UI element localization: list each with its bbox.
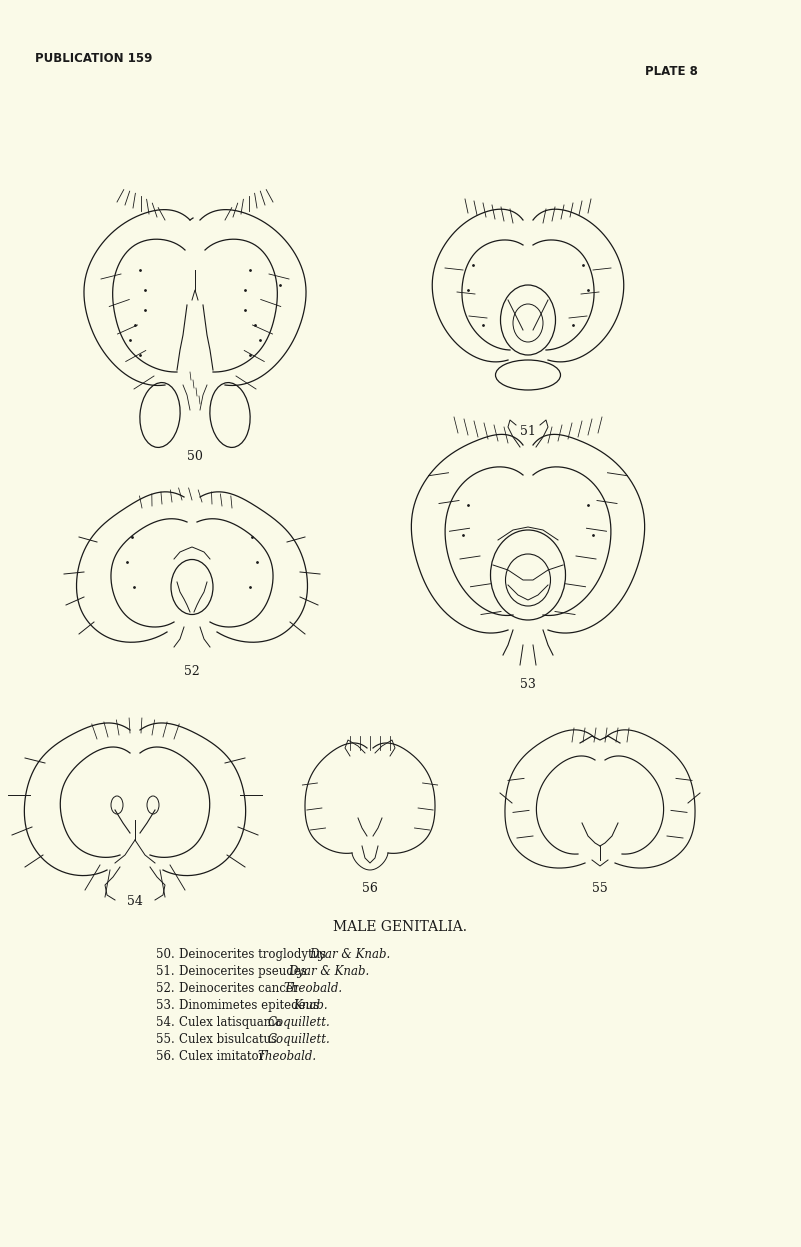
Text: Deinocerites troglodytus: Deinocerites troglodytus bbox=[179, 948, 330, 961]
Text: Coquillett.: Coquillett. bbox=[268, 1016, 330, 1029]
Text: Culex latisquama: Culex latisquama bbox=[179, 1016, 286, 1029]
Text: 50: 50 bbox=[187, 450, 203, 463]
Text: 53: 53 bbox=[520, 678, 536, 691]
Text: Dinomimetes epitedeus: Dinomimetes epitedeus bbox=[179, 999, 323, 1013]
Text: 51: 51 bbox=[520, 425, 536, 438]
Text: Theobald.: Theobald. bbox=[257, 1050, 316, 1062]
Text: 52.: 52. bbox=[156, 981, 175, 995]
Text: Knab.: Knab. bbox=[293, 999, 328, 1013]
Text: Dyar & Knab.: Dyar & Knab. bbox=[288, 965, 369, 978]
Text: Deinocerites cancer: Deinocerites cancer bbox=[179, 981, 302, 995]
Text: 51.: 51. bbox=[156, 965, 175, 978]
Text: 56.: 56. bbox=[156, 1050, 175, 1062]
Text: 53.: 53. bbox=[156, 999, 175, 1013]
Text: 52: 52 bbox=[184, 665, 200, 678]
Text: 50.: 50. bbox=[156, 948, 175, 961]
Text: Culex bisulcatus: Culex bisulcatus bbox=[179, 1033, 280, 1046]
Text: Coquillett.: Coquillett. bbox=[268, 1033, 330, 1046]
Text: PUBLICATION 159: PUBLICATION 159 bbox=[35, 52, 152, 65]
Text: Deinocerites pseudes: Deinocerites pseudes bbox=[179, 965, 311, 978]
Text: 56: 56 bbox=[362, 882, 378, 895]
Text: 54.: 54. bbox=[156, 1016, 175, 1029]
Text: 55.: 55. bbox=[156, 1033, 175, 1046]
Text: 55: 55 bbox=[592, 882, 608, 895]
Text: Theobald.: Theobald. bbox=[283, 981, 342, 995]
Text: Culex imitator: Culex imitator bbox=[179, 1050, 268, 1062]
Text: MALE GENITALIA.: MALE GENITALIA. bbox=[333, 920, 467, 934]
Text: Dyar & Knab.: Dyar & Knab. bbox=[309, 948, 390, 961]
Text: PLATE 8: PLATE 8 bbox=[645, 65, 698, 79]
Text: 54: 54 bbox=[127, 895, 143, 908]
